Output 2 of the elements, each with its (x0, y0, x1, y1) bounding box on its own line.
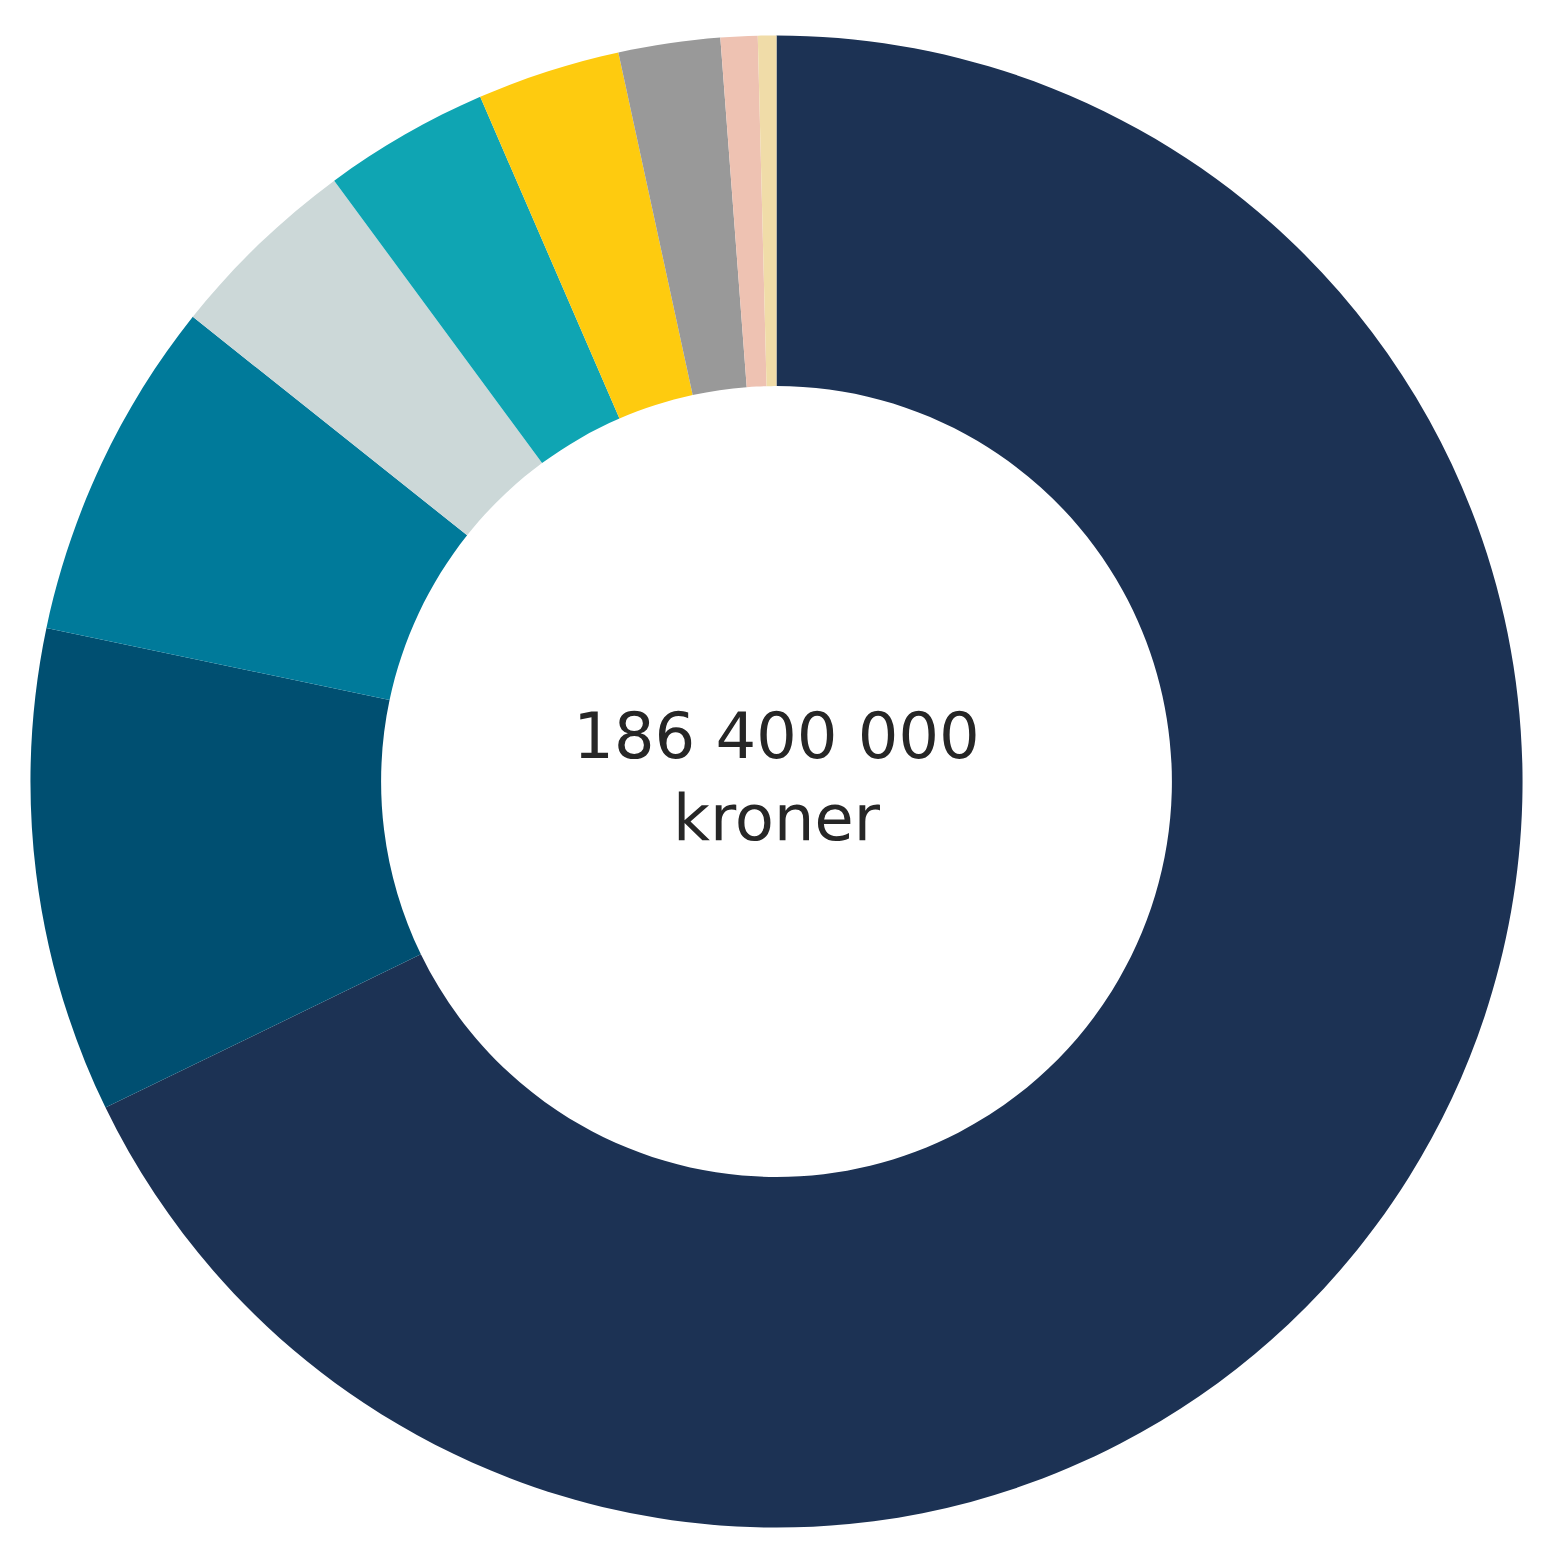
text: 186 400 000 (580, 710, 976, 760)
text: kroner (678, 791, 880, 842)
